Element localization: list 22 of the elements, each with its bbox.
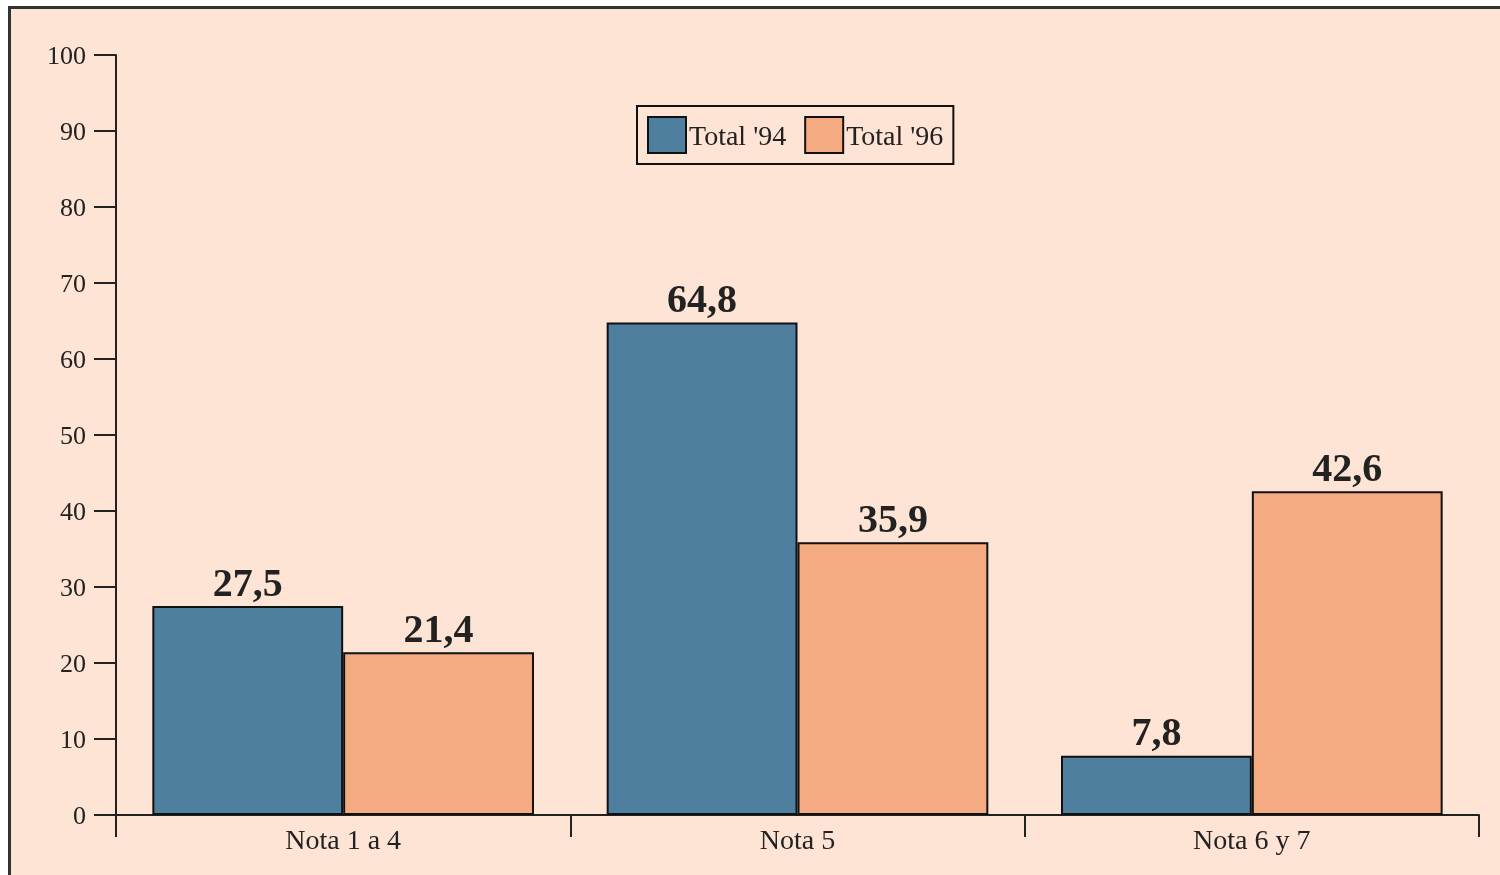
y-tick-label: 80	[60, 192, 86, 222]
x-tick-label: Nota 5	[759, 823, 836, 855]
data-label: 35,9	[857, 495, 928, 541]
data-label: 64,8	[667, 276, 738, 322]
y-tick-label: 50	[60, 420, 86, 450]
y-tick-label: 70	[60, 268, 86, 298]
y-tick-label: 10	[60, 724, 86, 754]
data-label: 27,5	[212, 559, 283, 605]
x-tick-label: Nota 6 y 7	[1193, 823, 1311, 855]
legend-label: Total '96	[846, 119, 944, 151]
y-tick-label: 20	[60, 648, 86, 678]
data-label: 7,8	[1131, 709, 1182, 755]
y-tick-label: 60	[60, 344, 86, 374]
y-tick-label: 100	[47, 40, 86, 70]
y-tick-label: 0	[73, 800, 86, 830]
data-label: 21,4	[403, 605, 474, 651]
y-tick-label: 30	[60, 572, 86, 602]
data-label: 42,6	[1312, 444, 1383, 490]
legend-label: Total '94	[689, 119, 787, 151]
y-tick-label: 90	[60, 116, 86, 146]
y-tick-label: 40	[60, 496, 86, 526]
x-tick-label: Nota 1 a 4	[285, 823, 402, 855]
